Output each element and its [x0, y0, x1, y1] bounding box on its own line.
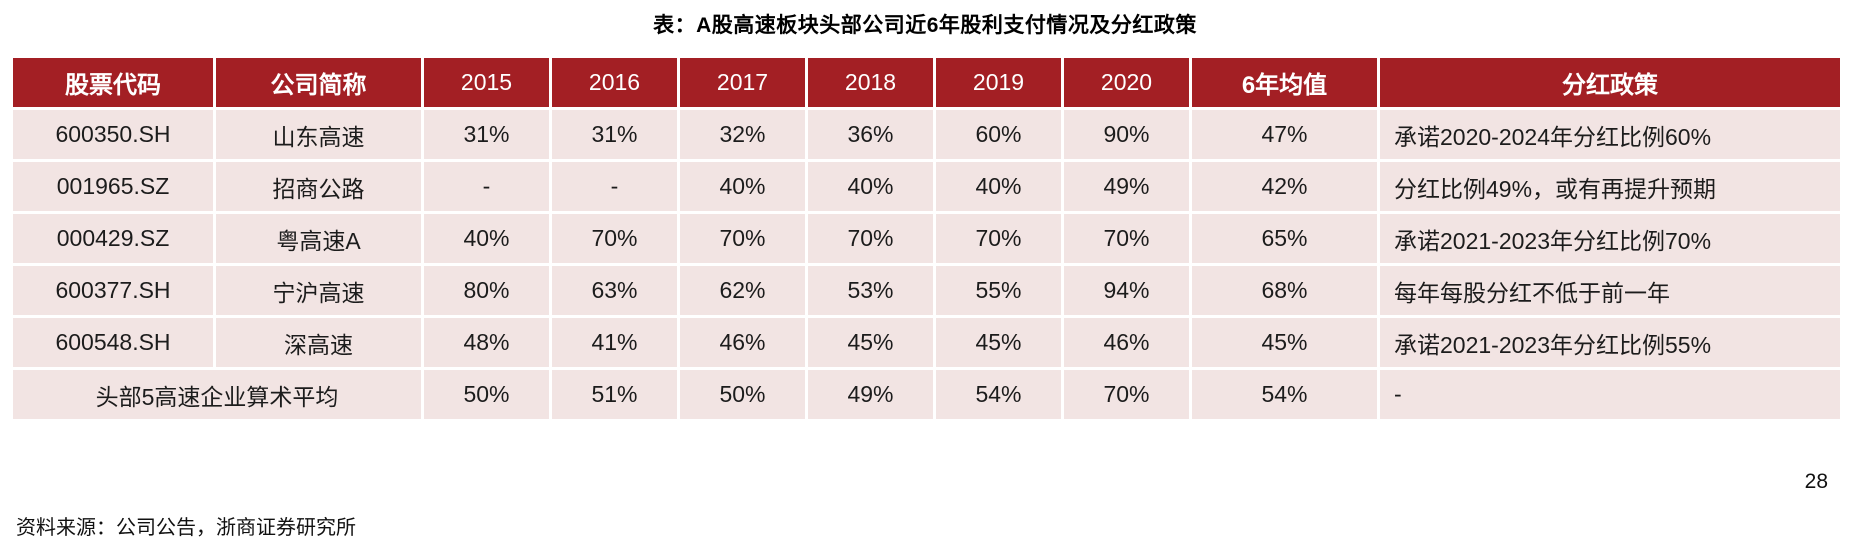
value-2019-cell: 54% [936, 370, 1061, 419]
value-2016-cell: 31% [552, 110, 677, 159]
company-name-cell: 深高速 [216, 318, 421, 367]
value-2018-cell: 53% [808, 266, 933, 315]
value-2020-cell: 94% [1064, 266, 1189, 315]
value-2020-cell: 46% [1064, 318, 1189, 367]
value-2018-cell: 40% [808, 162, 933, 211]
value-2018-cell: 70% [808, 214, 933, 263]
col-header-2016: 2016 [552, 58, 677, 107]
company-name-cell: 招商公路 [216, 162, 421, 211]
value-2017-cell: 46% [680, 318, 805, 367]
value-2020-cell: 49% [1064, 162, 1189, 211]
table-row: 001965.SZ 招商公路 - - 40% 40% 40% 49% 42% 分… [13, 162, 1840, 211]
value-2020-cell: 70% [1064, 370, 1189, 419]
policy-cell: - [1380, 370, 1840, 419]
table-row: 000429.SZ 粤高速A 40% 70% 70% 70% 70% 70% 6… [13, 214, 1840, 263]
company-name-cell: 山东高速 [216, 110, 421, 159]
value-2020-cell: 90% [1064, 110, 1189, 159]
value-2015-cell: - [424, 162, 549, 211]
value-2016-cell: 51% [552, 370, 677, 419]
col-header-2015: 2015 [424, 58, 549, 107]
header-row: 股票代码 公司简称 2015 2016 2017 2018 2019 2020 … [13, 58, 1840, 107]
policy-cell: 承诺2020-2024年分红比例60% [1380, 110, 1840, 159]
dividend-table: 股票代码 公司简称 2015 2016 2017 2018 2019 2020 … [10, 55, 1843, 422]
stock-code-cell: 600350.SH [13, 110, 213, 159]
value-2017-cell: 32% [680, 110, 805, 159]
policy-cell: 承诺2021-2023年分红比例55% [1380, 318, 1840, 367]
avg-cell: 45% [1192, 318, 1377, 367]
policy-cell: 每年每股分红不低于前一年 [1380, 266, 1840, 315]
avg-cell: 54% [1192, 370, 1377, 419]
value-2017-cell: 70% [680, 214, 805, 263]
value-2019-cell: 70% [936, 214, 1061, 263]
value-2019-cell: 40% [936, 162, 1061, 211]
value-2018-cell: 49% [808, 370, 933, 419]
value-2017-cell: 62% [680, 266, 805, 315]
summary-label-cell: 头部5高速企业算术平均 [13, 370, 421, 419]
value-2015-cell: 48% [424, 318, 549, 367]
stock-code-cell: 001965.SZ [13, 162, 213, 211]
table-row: 600377.SH 宁沪高速 80% 63% 62% 53% 55% 94% 6… [13, 266, 1840, 315]
col-header-6yr-avg: 6年均值 [1192, 58, 1377, 107]
value-2019-cell: 45% [936, 318, 1061, 367]
stock-code-cell: 600377.SH [13, 266, 213, 315]
col-header-2020: 2020 [1064, 58, 1189, 107]
col-header-stock-code: 股票代码 [13, 58, 213, 107]
value-2015-cell: 80% [424, 266, 549, 315]
value-2017-cell: 50% [680, 370, 805, 419]
avg-cell: 68% [1192, 266, 1377, 315]
stock-code-cell: 000429.SZ [13, 214, 213, 263]
value-2019-cell: 55% [936, 266, 1061, 315]
value-2016-cell: 41% [552, 318, 677, 367]
value-2018-cell: 36% [808, 110, 933, 159]
col-header-company-name: 公司简称 [216, 58, 421, 107]
page-number: 28 [1804, 470, 1828, 493]
value-2016-cell: 70% [552, 214, 677, 263]
value-2016-cell: 63% [552, 266, 677, 315]
value-2015-cell: 31% [424, 110, 549, 159]
value-2016-cell: - [552, 162, 677, 211]
avg-cell: 42% [1192, 162, 1377, 211]
value-2019-cell: 60% [936, 110, 1061, 159]
avg-cell: 47% [1192, 110, 1377, 159]
col-header-2019: 2019 [936, 58, 1061, 107]
table-row: 600548.SH 深高速 48% 41% 46% 45% 45% 46% 45… [13, 318, 1840, 367]
source-note: 资料来源：公司公告，浙商证券研究所 [16, 517, 356, 539]
policy-cell: 分红比例49%，或有再提升预期 [1380, 162, 1840, 211]
value-2018-cell: 45% [808, 318, 933, 367]
table-title: 表：A股高速板块头部公司近6年股利支付情况及分红政策 [653, 14, 1197, 37]
company-name-cell: 宁沪高速 [216, 266, 421, 315]
col-header-dividend-policy: 分红政策 [1380, 58, 1840, 107]
summary-row: 头部5高速企业算术平均 50% 51% 50% 49% 54% 70% 54% … [13, 370, 1840, 419]
value-2017-cell: 40% [680, 162, 805, 211]
avg-cell: 65% [1192, 214, 1377, 263]
company-name-cell: 粤高速A [216, 214, 421, 263]
dividend-table-container: 股票代码 公司简称 2015 2016 2017 2018 2019 2020 … [10, 55, 1843, 422]
value-2015-cell: 40% [424, 214, 549, 263]
col-header-2017: 2017 [680, 58, 805, 107]
stock-code-cell: 600548.SH [13, 318, 213, 367]
value-2015-cell: 50% [424, 370, 549, 419]
col-header-2018: 2018 [808, 58, 933, 107]
table-row: 600350.SH 山东高速 31% 31% 32% 36% 60% 90% 4… [13, 110, 1840, 159]
value-2020-cell: 70% [1064, 214, 1189, 263]
policy-cell: 承诺2021-2023年分红比例70% [1380, 214, 1840, 263]
